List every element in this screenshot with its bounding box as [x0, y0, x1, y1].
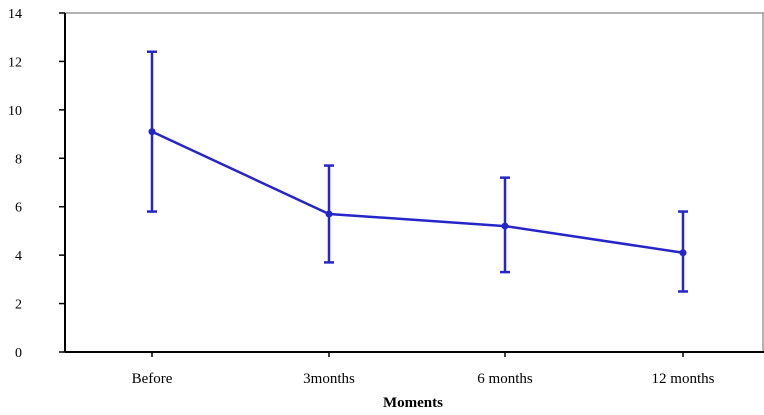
- x-tick-label: Before: [132, 371, 173, 387]
- data-point: [679, 249, 687, 257]
- series-line: [151, 130, 684, 254]
- y-tick-label: 2: [15, 298, 22, 313]
- x-tick-label: 3months: [303, 371, 355, 387]
- x-tick-label: 6 months: [477, 371, 533, 387]
- y-tick-label: 4: [15, 249, 22, 264]
- x-axis-title: Moments: [383, 395, 443, 410]
- y-tick-label: 6: [15, 201, 22, 216]
- data-point: [501, 222, 509, 230]
- y-tick-label: 14: [8, 7, 22, 22]
- data-point: [325, 210, 333, 218]
- x-tick-label: 12 months: [652, 371, 715, 387]
- y-tick-label: 8: [15, 152, 22, 167]
- data-point: [148, 128, 156, 136]
- y-tick-label: 12: [8, 55, 22, 70]
- y-tick-label: 10: [8, 104, 22, 119]
- y-tick-label: 0: [15, 346, 22, 361]
